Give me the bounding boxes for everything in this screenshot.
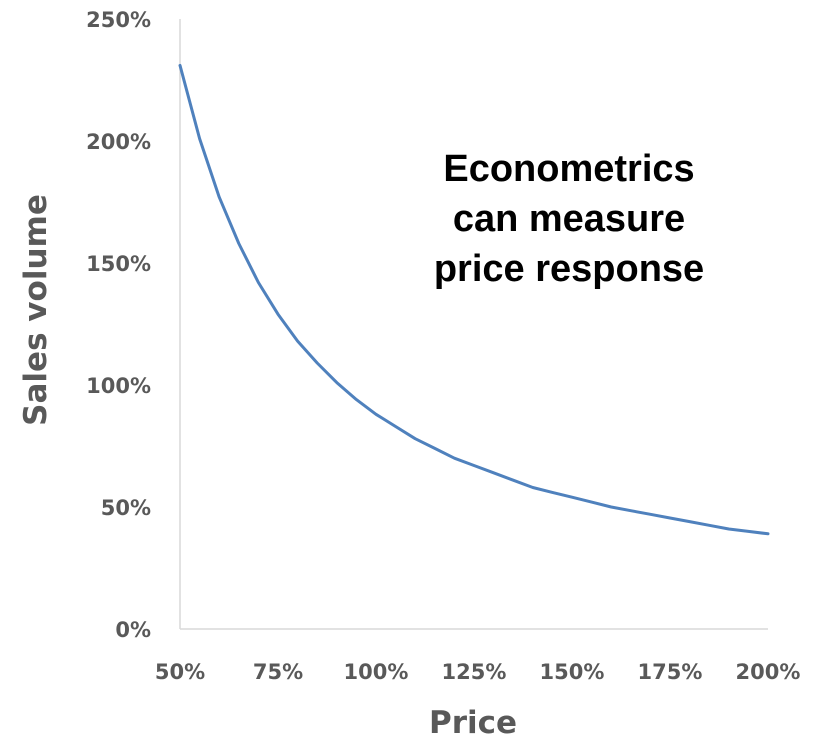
annotation-line-3: price response xyxy=(434,248,704,290)
y-tick-label: 0% xyxy=(115,618,151,642)
annotation-line-2: can measure xyxy=(453,198,685,240)
y-tick-label: 150% xyxy=(86,252,151,276)
axes xyxy=(179,19,768,630)
x-tick-label: 75% xyxy=(253,660,303,684)
x-tick-label: 150% xyxy=(540,660,605,684)
series-layer xyxy=(178,63,770,536)
y-axis-title: Sales volume xyxy=(18,194,54,426)
x-tick-labels: 50% 75% 100% 125% 150% 175% 200% xyxy=(155,660,801,684)
chart-annotation: Econometrics can measure price response xyxy=(434,148,704,290)
annotation-line-1: Econometrics xyxy=(443,148,694,190)
x-axis-title: Price xyxy=(429,705,517,739)
x-tick-label: 50% xyxy=(155,660,205,684)
y-tick-labels: 0% 50% 100% 150% 200% 250% xyxy=(86,8,151,642)
y-tick-label: 100% xyxy=(86,374,151,398)
series-line-0 xyxy=(178,63,770,536)
x-tick-label: 175% xyxy=(638,660,703,684)
x-tick-label: 125% xyxy=(442,660,507,684)
x-tick-label: 200% xyxy=(736,660,801,684)
y-tick-label: 250% xyxy=(86,8,151,32)
x-tick-label: 100% xyxy=(344,660,409,684)
y-tick-label: 50% xyxy=(101,496,151,520)
y-tick-label: 200% xyxy=(86,130,151,154)
